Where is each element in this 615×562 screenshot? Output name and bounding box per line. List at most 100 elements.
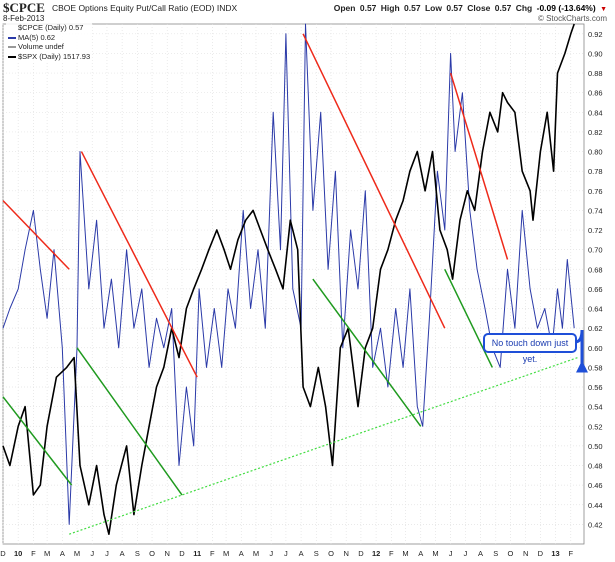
x-tick-label: 11	[193, 549, 201, 558]
legend-swatch	[8, 46, 16, 49]
ticker-symbol: $CPCE	[3, 0, 45, 15]
x-tick-label: A	[120, 549, 125, 558]
legend-label: Volume undef	[18, 42, 64, 51]
low-label: Low	[424, 3, 442, 13]
x-tick-label: O	[328, 549, 334, 558]
x-tick-label: J	[90, 549, 94, 558]
x-tick-label: O	[149, 549, 155, 558]
x-tick-label: M	[44, 549, 50, 558]
y-tick-label: 0.88	[588, 69, 603, 78]
x-tick-label: F	[31, 549, 36, 558]
x-tick-label: S	[493, 549, 498, 558]
x-tick-label: J	[463, 549, 467, 558]
green-trend-line	[312, 278, 422, 427]
exchange-text: INDX	[216, 3, 238, 13]
x-tick-label: 10	[14, 549, 22, 558]
y-tick-label: 0.80	[588, 148, 603, 157]
x-tick-label: J	[284, 549, 288, 558]
brand-watermark: © StockCharts.com	[537, 14, 607, 23]
y-tick-label: 0.92	[588, 30, 603, 39]
legend: $CPCE (Daily) 0.57 MA(5) 0.62 Volume und…	[6, 23, 93, 62]
y-tick-label: 0.44	[588, 501, 603, 510]
x-tick-label: O	[508, 549, 514, 558]
x-tick-label: J	[105, 549, 109, 558]
red-trend-line	[449, 72, 509, 260]
y-tick-label: 0.78	[588, 167, 603, 176]
legend-item: MA(5) 0.62	[8, 33, 90, 43]
y-tick-label: 0.46	[588, 481, 603, 490]
x-tick-label: A	[60, 549, 65, 558]
green-trend-line	[76, 347, 183, 496]
legend-item: $CPCE (Daily) 0.57	[8, 23, 90, 33]
y-tick-label: 0.68	[588, 265, 603, 274]
legend-label: $CPCE (Daily) 0.57	[18, 23, 84, 32]
y-tick-label: 0.64	[588, 305, 603, 314]
chart-description: CBOE Options Equity Put/Call Ratio (EOD)…	[52, 3, 237, 13]
legend-item: $SPX (Daily) 1517.93	[8, 52, 90, 62]
y-tick-label: 0.52	[588, 422, 603, 431]
x-tick-label: D	[358, 549, 364, 558]
y-tick-label: 0.48	[588, 462, 603, 471]
legend-swatch	[8, 27, 16, 30]
y-tick-label: 0.66	[588, 285, 603, 294]
x-tick-label: A	[418, 549, 423, 558]
x-tick-label: A	[299, 549, 304, 558]
y-tick-label: 0.56	[588, 383, 603, 392]
annotation-callout: No touch down just yet.	[483, 333, 577, 364]
open-label: Open	[333, 3, 356, 13]
down-triangle-icon: ▼	[600, 6, 607, 13]
y-tick-label: 0.58	[588, 363, 603, 372]
spx-series-line	[2, 23, 575, 535]
ma-series-line	[2, 23, 575, 525]
red-trend-line	[302, 33, 446, 329]
close-value: 0.57	[494, 3, 512, 13]
y-tick-label: 0.42	[588, 520, 603, 529]
x-tick-label: N	[523, 549, 528, 558]
y-tick-label: 0.84	[588, 108, 603, 117]
y-tick-label: 0.86	[588, 89, 603, 98]
x-tick-label: F	[210, 549, 215, 558]
x-tick-label: F	[568, 549, 573, 558]
x-tick-label: M	[253, 549, 259, 558]
high-value: 0.57	[404, 3, 421, 13]
x-tick-label: 13	[551, 549, 559, 558]
red-trend-line	[80, 151, 198, 378]
series-layer	[2, 23, 575, 535]
y-axis: 0.42 0.44 0.46 0.48 0.50 0.52 0.54 0.56 0.58 0.60…	[588, 30, 603, 530]
x-tick-label: D	[538, 549, 544, 558]
plot-frame	[2, 23, 585, 545]
x-tick-label: F	[389, 549, 394, 558]
green-trend-line	[2, 396, 73, 486]
legend-swatch	[8, 55, 16, 58]
x-tick-label: M	[432, 549, 438, 558]
y-tick-label: 0.60	[588, 344, 603, 353]
support-trend-line	[68, 357, 578, 535]
legend-item: Volume undef	[8, 42, 90, 52]
ohlc-readout: Open 0.57 High 0.57 Low 0.57 Close 0.57 …	[332, 3, 607, 13]
red-trend-line	[2, 200, 70, 270]
legend-label: $SPX (Daily) 1517.93	[18, 51, 91, 61]
y-tick-label: 0.76	[588, 187, 603, 196]
x-tick-label: 12	[372, 549, 380, 558]
y-tick-label: 0.62	[588, 324, 603, 333]
x-tick-label: N	[343, 549, 348, 558]
x-tick-label: J	[449, 549, 453, 558]
x-axis: D 10 F M A M J J A S O N D 11 F M A M J J A S O N D 12 F M A M J J A S O N D…	[0, 549, 573, 558]
y-tick-label: 0.90	[588, 49, 603, 58]
x-tick-label: D	[0, 549, 6, 558]
y-tick-label: 0.70	[588, 246, 603, 255]
x-tick-label: D	[179, 549, 185, 558]
x-tick-label: S	[135, 549, 140, 558]
low-value: 0.57	[446, 3, 463, 13]
green-trend-line	[444, 268, 493, 368]
y-tick-label: 0.72	[588, 226, 603, 235]
arrow-head-icon	[576, 360, 588, 373]
legend-label: MA(5) 0.62	[18, 32, 56, 42]
chg-label: Chg	[515, 3, 533, 13]
legend-swatch	[8, 36, 16, 39]
x-tick-label: M	[74, 549, 80, 558]
open-value: 0.57	[359, 3, 377, 13]
close-label: Close	[467, 3, 491, 13]
grid	[2, 23, 585, 545]
chg-value: -0.09 (-13.64%)	[536, 3, 596, 13]
